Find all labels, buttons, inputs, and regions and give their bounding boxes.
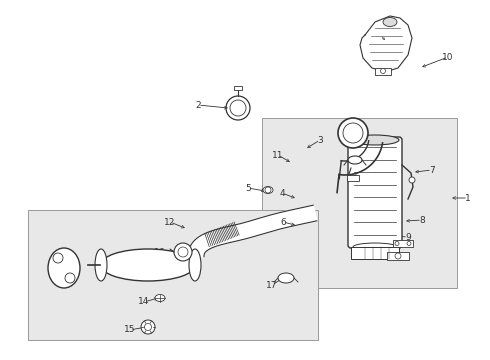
Ellipse shape [48,248,80,288]
Ellipse shape [155,294,165,302]
Text: 6: 6 [280,217,286,226]
Circle shape [409,177,415,183]
Ellipse shape [353,243,397,251]
Ellipse shape [343,123,363,143]
Bar [28,210,318,340]
Ellipse shape [278,273,294,283]
Bar [234,86,242,90]
Text: 3: 3 [317,135,323,144]
FancyBboxPatch shape [348,137,402,248]
Text: 8: 8 [419,216,425,225]
Text: 17: 17 [266,280,278,289]
Circle shape [381,68,386,73]
Text: 7: 7 [429,166,435,175]
Ellipse shape [383,18,397,27]
Bar [393,240,413,247]
Ellipse shape [226,96,250,120]
Text: 13: 13 [52,261,64,270]
Ellipse shape [95,249,107,281]
Bar [262,118,457,288]
Bar [375,68,391,75]
Ellipse shape [189,249,201,281]
Text: 5: 5 [245,184,251,193]
Circle shape [395,242,399,246]
Circle shape [174,243,192,261]
Ellipse shape [348,156,362,164]
Polygon shape [360,16,412,72]
Circle shape [265,187,271,193]
Text: 15: 15 [124,325,136,334]
Text: 14: 14 [138,297,149,306]
Ellipse shape [263,186,273,194]
Circle shape [407,242,411,246]
Circle shape [65,273,75,283]
Bar [347,175,359,181]
Ellipse shape [230,100,246,116]
Text: 16: 16 [154,248,166,257]
Circle shape [53,253,63,263]
Text: 4: 4 [279,189,285,198]
Circle shape [395,253,401,259]
Bar [351,247,399,259]
Polygon shape [188,205,317,257]
Circle shape [178,247,188,257]
Text: 2: 2 [195,100,201,109]
Circle shape [141,320,155,334]
Text: 9: 9 [405,233,411,242]
Ellipse shape [338,118,368,148]
Text: 1: 1 [465,194,471,202]
Circle shape [145,324,151,330]
Bar [387,252,409,260]
Text: 11: 11 [272,150,284,159]
Text: 10: 10 [442,53,454,62]
Text: 12: 12 [164,217,176,226]
Ellipse shape [100,249,196,281]
Ellipse shape [351,135,399,145]
